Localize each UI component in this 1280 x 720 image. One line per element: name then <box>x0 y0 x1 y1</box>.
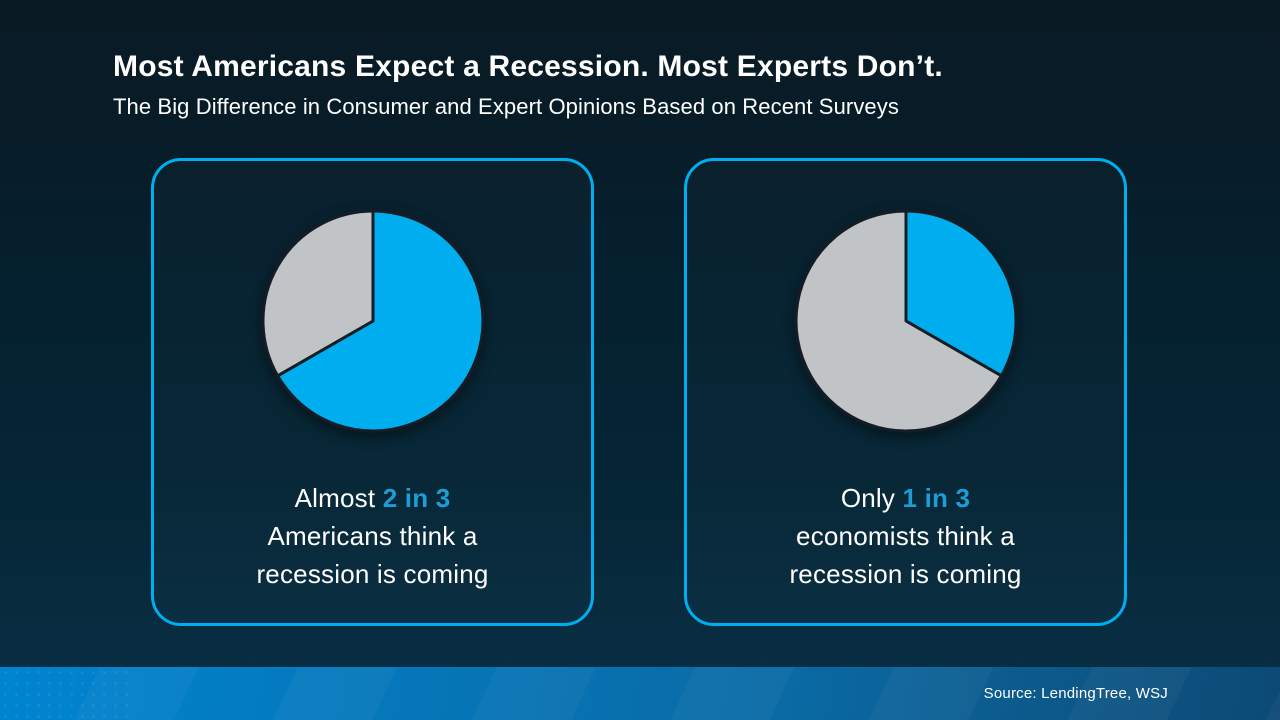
card-consumers-caption: Almost 2 in 3 Americans think a recessio… <box>256 479 488 594</box>
page-subtitle: The Big Difference in Consumer and Exper… <box>113 93 899 119</box>
pie-chart-consumers <box>253 201 493 441</box>
caption-highlight: 2 in 3 <box>382 483 451 513</box>
caption-line-3: recession is coming <box>256 559 489 590</box>
page-title: Most Americans Expect a Recession. Most … <box>113 50 943 83</box>
header: Most Americans Expect a Recession. Most … <box>113 50 1213 120</box>
caption-line-1: Almost 2 in 3 <box>256 479 488 517</box>
pie-chart-economists-svg <box>794 209 1017 433</box>
caption-line-3: recession is coming <box>789 559 1022 590</box>
caption-prefix: Almost <box>294 483 383 513</box>
caption-line-1: Only 1 in 3 <box>789 479 1021 517</box>
card-consumers: Almost 2 in 3 Americans think a recessio… <box>151 158 594 626</box>
card-economists: Only 1 in 3 economists think a recession… <box>684 158 1127 626</box>
caption-line-2: economists think a <box>796 521 1015 552</box>
source-label: Source: LendingTree, WSJ <box>983 685 1168 702</box>
card-economists-caption: Only 1 in 3 economists think a recession… <box>789 479 1021 594</box>
pie-chart-economists <box>786 201 1026 441</box>
footer-bar: Source: LendingTree, WSJ <box>0 667 1280 720</box>
caption-line-2: Americans think a <box>267 521 478 552</box>
pie-chart-consumers-svg <box>261 209 484 433</box>
caption-prefix: Only <box>840 483 903 513</box>
caption-highlight: 1 in 3 <box>902 483 971 513</box>
footer-dot-pattern <box>0 667 130 720</box>
